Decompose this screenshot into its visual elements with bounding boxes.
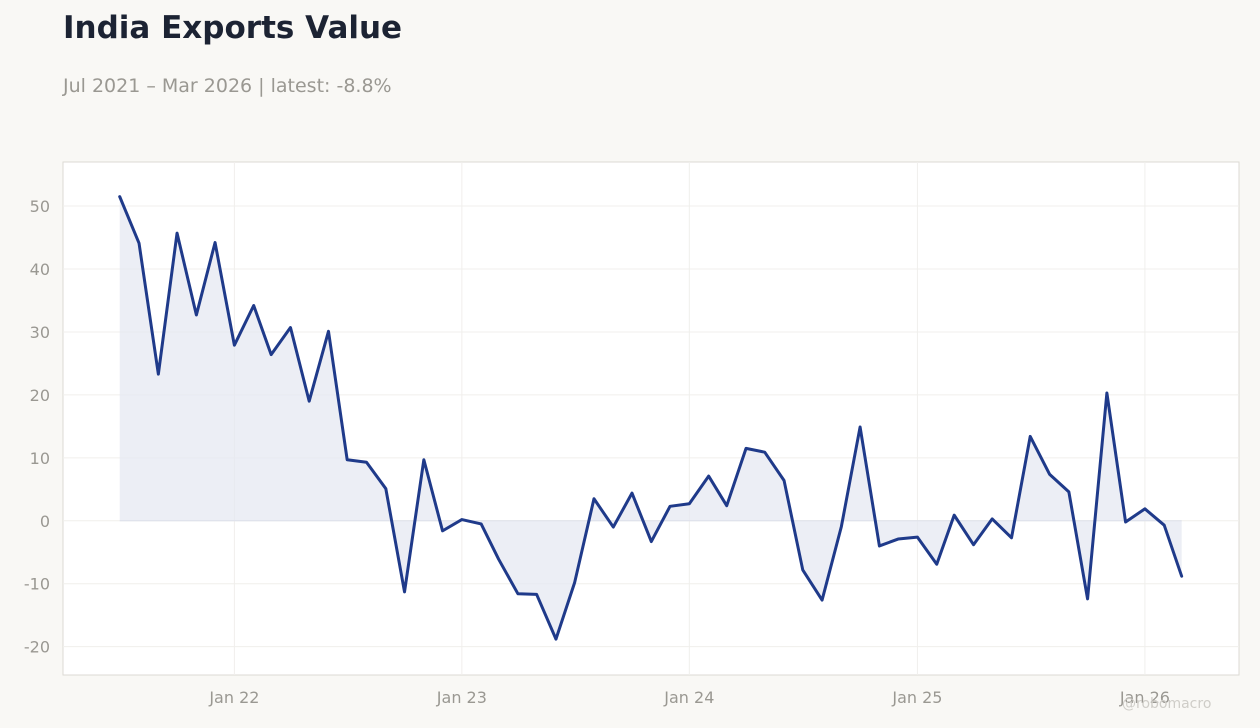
x-tick-label: Jan 24 [663,688,714,707]
x-axis-ticks: Jan 22 Jan 23 Jan 24 Jan 25 Jan 26 [208,688,1170,707]
chart-title: India Exports Value [63,10,403,46]
x-tick-label: Jan 22 [208,688,259,707]
watermark: @robomacro [1122,696,1212,712]
y-tick-label: 50 [30,197,50,216]
chart-subtitle: Jul 2021 – Mar 2026 | latest: -8.8% [63,75,392,97]
area-fill-path [119,196,1182,640]
y-tick-label: 0 [40,512,50,531]
y-axis-ticks: 50 40 30 20 10 0 -10 -20 [24,197,50,657]
y-tick-label: -20 [24,638,50,657]
y-tick-label: 40 [30,260,50,279]
y-tick-label: 20 [30,386,50,405]
x-tick-label: Jan 23 [436,688,487,707]
y-tick-label: -10 [24,575,50,594]
x-tick-label: Jan 26 [1119,688,1170,707]
area-fill [119,196,1182,640]
y-tick-label: 10 [30,449,50,468]
x-tick-label: Jan 25 [891,688,942,707]
series-line [118,195,1184,641]
y-tick-label: 30 [30,323,50,342]
series-line-path [118,195,1184,641]
